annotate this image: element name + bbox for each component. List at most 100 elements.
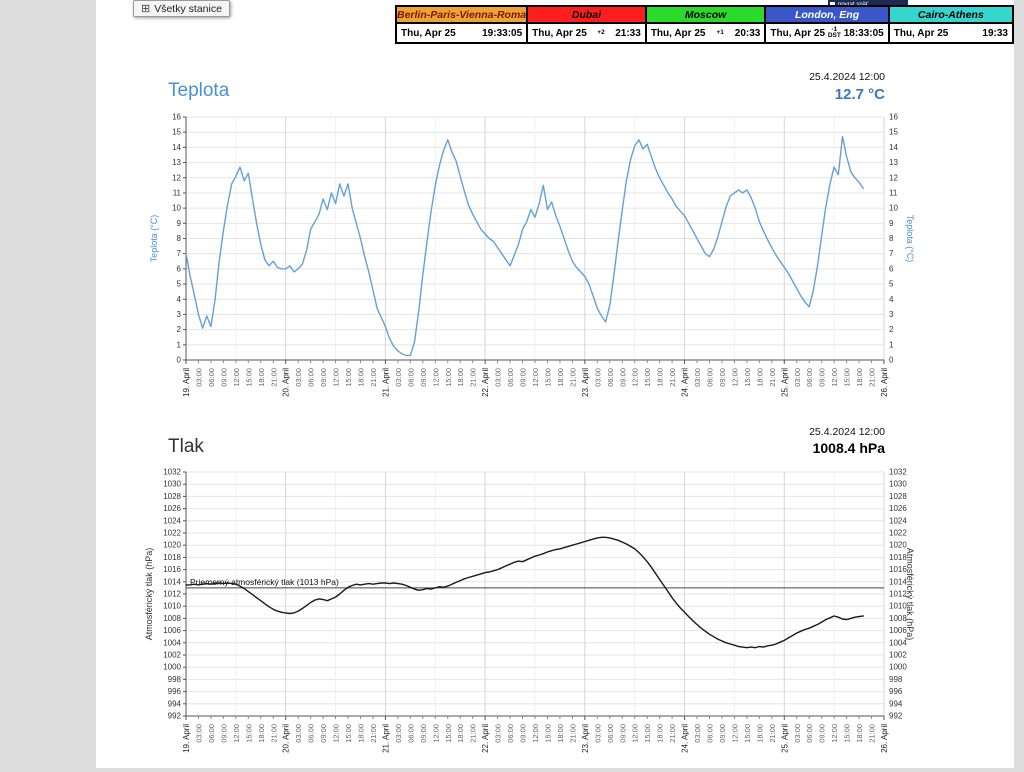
svg-text:18:00: 18:00 (357, 368, 366, 387)
svg-text:15:00: 15:00 (743, 724, 752, 743)
svg-text:1002: 1002 (163, 651, 181, 660)
svg-text:1026: 1026 (163, 504, 181, 513)
clock-time-berlin: Thu, Apr 25 19:33:05 (394, 22, 529, 44)
all-stations-button[interactable]: ⊞ Všetky stanice (133, 0, 230, 17)
svg-text:1014: 1014 (889, 577, 907, 586)
clock-time-moscow: Thu, Apr 25 +1 20:33 (644, 22, 767, 44)
svg-text:09:00: 09:00 (219, 368, 228, 387)
svg-text:03:00: 03:00 (194, 724, 203, 743)
svg-text:19. April: 19. April (182, 368, 191, 397)
svg-text:09:00: 09:00 (419, 724, 428, 743)
svg-text:1026: 1026 (889, 504, 907, 513)
svg-text:12:00: 12:00 (730, 724, 739, 743)
svg-text:994: 994 (889, 699, 903, 708)
mini-toggle-label: povrat späť (838, 1, 869, 8)
svg-text:21:00: 21:00 (668, 724, 677, 743)
svg-text:12:00: 12:00 (431, 724, 440, 743)
svg-text:18:00: 18:00 (556, 724, 565, 743)
svg-text:Atmosférický tlak (hPa): Atmosférický tlak (hPa) (905, 548, 915, 641)
pressure-current-value: 1008.4 hPa (812, 440, 885, 456)
svg-text:15:00: 15:00 (843, 724, 852, 743)
svg-text:14: 14 (172, 143, 181, 152)
svg-text:1008: 1008 (889, 614, 907, 623)
svg-text:21:00: 21:00 (469, 368, 478, 387)
top-right-toggle[interactable]: povrat späť (828, 0, 908, 9)
svg-text:09:00: 09:00 (718, 368, 727, 387)
clock-date: Thu, Apr 25 (770, 27, 826, 39)
svg-text:21:00: 21:00 (269, 368, 278, 387)
svg-text:12:00: 12:00 (830, 724, 839, 743)
svg-text:1028: 1028 (163, 492, 181, 501)
svg-text:20. April: 20. April (282, 724, 291, 753)
svg-text:5: 5 (177, 280, 182, 289)
svg-text:06:00: 06:00 (207, 368, 216, 387)
svg-text:09:00: 09:00 (618, 724, 627, 743)
svg-text:9: 9 (889, 219, 894, 228)
svg-text:998: 998 (889, 675, 903, 684)
all-stations-label: Všetky stanice (154, 2, 222, 15)
svg-text:1008: 1008 (163, 614, 181, 623)
svg-text:5: 5 (889, 280, 894, 289)
svg-text:12:00: 12:00 (631, 368, 640, 387)
svg-text:1020: 1020 (889, 541, 907, 550)
svg-text:03:00: 03:00 (294, 724, 303, 743)
svg-text:21:00: 21:00 (369, 368, 378, 387)
svg-text:06:00: 06:00 (307, 724, 316, 743)
svg-text:21:00: 21:00 (469, 724, 478, 743)
svg-text:09:00: 09:00 (718, 724, 727, 743)
svg-text:1018: 1018 (889, 553, 907, 562)
svg-text:06:00: 06:00 (406, 724, 415, 743)
svg-text:06:00: 06:00 (406, 368, 415, 387)
svg-text:6: 6 (177, 264, 182, 273)
temperature-timestamp: 25.4.2024 12:00 (809, 71, 885, 83)
svg-text:1000: 1000 (889, 663, 907, 672)
svg-text:Atmosférický tlak (hPa): Atmosférický tlak (hPa) (144, 548, 154, 641)
clock-header-dubai: Dubai (526, 5, 647, 24)
svg-text:Teplota (°C): Teplota (°C) (149, 215, 159, 263)
svg-text:3: 3 (177, 310, 182, 319)
svg-text:12:00: 12:00 (232, 368, 241, 387)
svg-text:06:00: 06:00 (506, 368, 515, 387)
clock-value: 18:33:05 (843, 27, 884, 39)
svg-text:26. April: 26. April (880, 368, 889, 397)
svg-text:15:00: 15:00 (743, 368, 752, 387)
svg-text:15:00: 15:00 (444, 724, 453, 743)
svg-text:1020: 1020 (163, 541, 181, 550)
svg-text:18:00: 18:00 (357, 724, 366, 743)
clock-value: 21:33 (615, 27, 641, 39)
svg-text:22. April: 22. April (481, 724, 490, 753)
svg-text:16: 16 (889, 113, 898, 122)
clock-time-london: Thu, Apr 25 -1 DST 18:33:05 (764, 22, 890, 44)
svg-text:15:00: 15:00 (244, 368, 253, 387)
svg-text:7: 7 (889, 249, 894, 258)
svg-text:09:00: 09:00 (818, 724, 827, 743)
svg-text:15: 15 (172, 128, 181, 137)
checkbox-icon[interactable] (830, 2, 835, 7)
svg-text:1018: 1018 (163, 553, 181, 562)
svg-text:Teplota (°C): Teplota (°C) (905, 215, 915, 263)
svg-text:20. April: 20. April (282, 368, 291, 397)
svg-text:1022: 1022 (163, 529, 181, 538)
svg-text:21:00: 21:00 (369, 724, 378, 743)
svg-text:1024: 1024 (889, 516, 907, 525)
svg-text:1002: 1002 (889, 651, 907, 660)
svg-text:16: 16 (172, 113, 181, 122)
svg-text:1028: 1028 (889, 492, 907, 501)
svg-text:03:00: 03:00 (394, 368, 403, 387)
clock-time-cairo: Thu, Apr 25 19:33 (887, 22, 1015, 44)
svg-text:18:00: 18:00 (456, 724, 465, 743)
svg-text:09:00: 09:00 (519, 368, 528, 387)
svg-text:4: 4 (177, 295, 182, 304)
svg-text:15:00: 15:00 (843, 368, 852, 387)
svg-text:6: 6 (889, 264, 894, 273)
svg-text:0: 0 (889, 356, 894, 365)
svg-text:1006: 1006 (163, 626, 181, 635)
svg-text:11: 11 (889, 188, 898, 197)
svg-text:12:00: 12:00 (730, 368, 739, 387)
svg-text:09:00: 09:00 (319, 368, 328, 387)
svg-text:2: 2 (889, 325, 894, 334)
svg-text:09:00: 09:00 (618, 368, 627, 387)
svg-text:1: 1 (177, 340, 182, 349)
svg-text:21:00: 21:00 (568, 368, 577, 387)
svg-text:0: 0 (177, 356, 182, 365)
